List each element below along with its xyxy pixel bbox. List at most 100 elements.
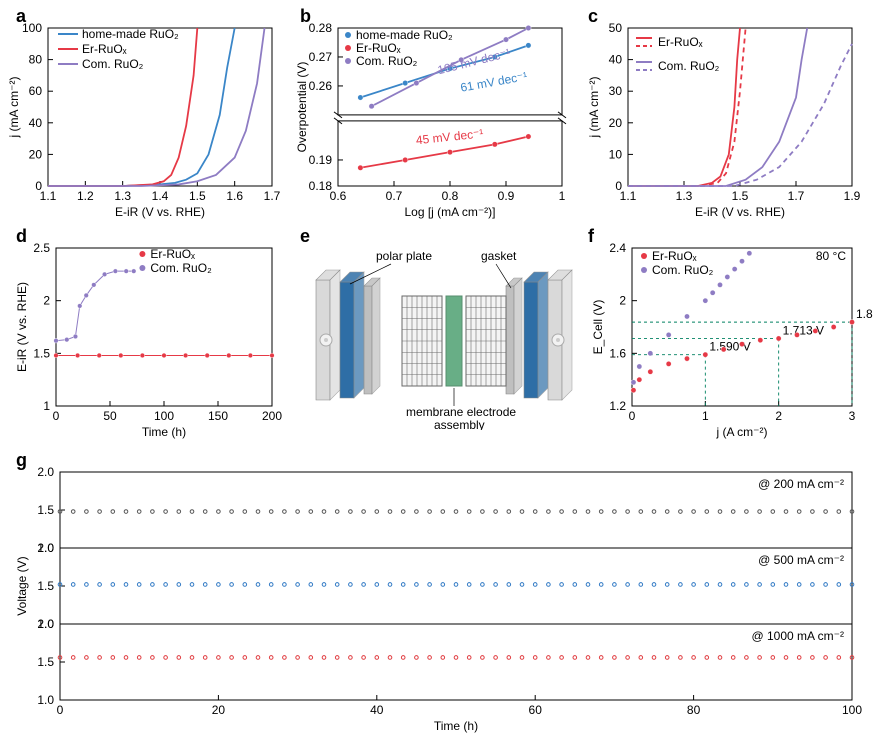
chart-marker (375, 510, 379, 514)
svg-text:0.6: 0.6 (330, 189, 347, 203)
x-axis-label: j (A cm⁻²) (716, 425, 768, 439)
svg-text:1.2: 1.2 (609, 399, 626, 413)
chart-marker (388, 583, 392, 587)
chart-marker (177, 583, 181, 587)
chart-marker (217, 656, 221, 660)
chart-marker (98, 510, 102, 514)
svg-text:2.0: 2.0 (37, 617, 54, 631)
chart-marker (296, 583, 300, 587)
chart-marker (248, 353, 253, 358)
legend-item: Com. RuO₂ (652, 263, 714, 277)
chart-marker (637, 364, 642, 369)
chart-marker (507, 583, 511, 587)
chart-marker (666, 332, 671, 337)
chart-marker (111, 510, 115, 514)
chart-marker (648, 351, 653, 356)
chart-marker (349, 656, 353, 660)
svg-text:40: 40 (370, 703, 384, 717)
chart-marker (631, 380, 636, 385)
chart-marker (758, 583, 762, 587)
chart-marker (124, 583, 128, 587)
chart-marker (547, 656, 551, 660)
legend-item: Er-RuOₓ (356, 41, 401, 55)
chart-marker (111, 656, 115, 660)
svg-text:10: 10 (609, 147, 623, 161)
svg-text:0.27: 0.27 (309, 50, 333, 64)
guide-label: 1.837 V (856, 307, 873, 321)
chart-marker (547, 583, 551, 587)
svg-text:1.4: 1.4 (152, 189, 169, 203)
chart-marker (837, 583, 841, 587)
legend-item: Com. RuO₂ (356, 54, 418, 68)
chart-marker (75, 353, 80, 358)
y-axis-label: E_Cell (V) (591, 300, 605, 355)
svg-text:2.4: 2.4 (609, 241, 626, 255)
chart-marker (665, 510, 669, 514)
chart-marker (665, 656, 669, 660)
svg-text:1.7: 1.7 (788, 189, 805, 203)
svg-text:1.6: 1.6 (609, 346, 626, 360)
panel-a-chart: 1.11.21.31.41.51.61.7020406080100E-iR (V… (4, 18, 298, 226)
chart-marker (684, 356, 689, 361)
chart-marker (203, 656, 207, 660)
chart-marker (784, 583, 788, 587)
chart-marker (85, 583, 89, 587)
chart-marker (813, 328, 818, 333)
chart-marker (84, 293, 89, 298)
svg-text:60: 60 (29, 84, 43, 98)
legend-item: Com. RuO₂ (658, 59, 720, 73)
x-axis-label: E-iR (V vs. RHE) (115, 205, 205, 219)
chart-marker (613, 656, 617, 660)
svg-text:3: 3 (849, 409, 856, 423)
svg-text:2: 2 (43, 294, 50, 308)
chart-marker (137, 510, 141, 514)
row-annotation: @ 200 mA cm⁻² (758, 477, 844, 491)
svg-text:0.28: 0.28 (309, 21, 333, 35)
svg-text:40: 40 (29, 116, 43, 130)
chart-marker (703, 352, 708, 357)
chart-marker (586, 583, 590, 587)
chart-marker (831, 324, 836, 329)
chart-marker (183, 353, 188, 358)
svg-text:1.5: 1.5 (37, 503, 54, 517)
chart-marker (771, 656, 775, 660)
chart-marker (666, 361, 671, 366)
chart-marker (626, 583, 630, 587)
svg-text:1.3: 1.3 (676, 189, 693, 203)
chart-marker (73, 334, 78, 339)
chart-marker (164, 510, 168, 514)
svg-text:Time (h): Time (h) (434, 719, 478, 733)
chart-marker (599, 656, 603, 660)
legend-item: Com. RuO₂ (82, 57, 144, 71)
chart-marker (151, 510, 155, 514)
chart-marker (441, 583, 445, 587)
svg-text:1.7: 1.7 (264, 189, 281, 203)
chart-marker (113, 269, 118, 274)
chart-marker (85, 656, 89, 660)
chart-marker (573, 583, 577, 587)
chart-marker (65, 337, 70, 342)
chart-marker (652, 583, 656, 587)
chart-marker (811, 510, 815, 514)
chart-marker (71, 510, 75, 514)
chart-marker (665, 583, 669, 587)
chart-marker (71, 656, 75, 660)
chart-marker (230, 510, 234, 514)
chart-marker (824, 510, 828, 514)
chart-marker (190, 656, 194, 660)
chart-marker (54, 338, 59, 343)
svg-text:100: 100 (842, 703, 862, 717)
svg-text:0.8: 0.8 (442, 189, 459, 203)
chart-marker (784, 510, 788, 514)
chart-marker (533, 656, 537, 660)
chart-marker (824, 583, 828, 587)
chart-marker (124, 269, 129, 274)
chart-marker (718, 656, 722, 660)
panel-c-chart: 1.11.31.51.71.901020304050E-iR (V vs. RH… (584, 18, 873, 226)
chart-marker (481, 583, 485, 587)
chart-marker (526, 25, 531, 30)
row-annotation: @ 500 mA cm⁻² (758, 553, 844, 567)
panel-g-chart: 1.01.52.0@ 200 mA cm⁻²1.01.52.0@ 500 mA … (12, 462, 873, 740)
svg-text:1.2: 1.2 (77, 189, 94, 203)
chart-line (48, 28, 235, 186)
